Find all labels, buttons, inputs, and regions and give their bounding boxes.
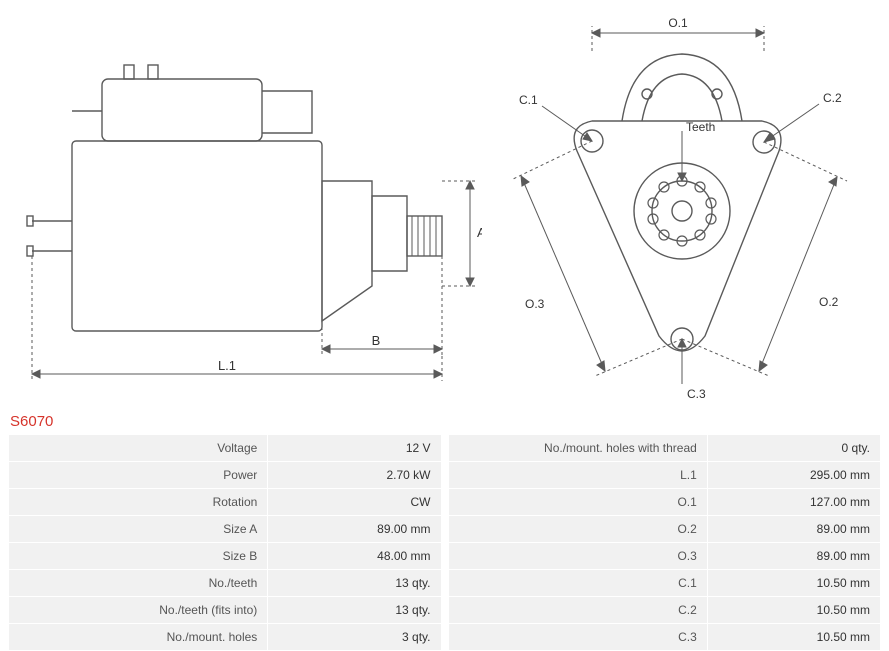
spec-key: Rotation — [9, 489, 267, 515]
dim-o3-label: O.3 — [525, 297, 545, 311]
spec-value: 12 V — [268, 435, 440, 461]
spec-value: 0 qty. — [708, 435, 880, 461]
table-row: O.1127.00 mm — [449, 489, 881, 515]
table-row: Size B48.00 mm — [9, 543, 441, 569]
spec-key: C.3 — [449, 624, 707, 650]
table-row: No./teeth13 qty. — [9, 570, 441, 596]
spec-key: Size B — [9, 543, 267, 569]
dim-o2-label: O.2 — [819, 295, 839, 309]
spec-value: 13 qty. — [268, 570, 440, 596]
front-svg: O.1 O.2 O.3 — [487, 6, 877, 406]
diagrams-row: A B L.1 — [0, 0, 889, 405]
spec-table-left: Voltage12 VPower2.70 kWRotationCWSize A8… — [8, 434, 442, 651]
table-row: No./teeth (fits into)13 qty. — [9, 597, 441, 623]
side-svg: A B L.1 — [12, 21, 482, 391]
spec-value: 89.00 mm — [708, 516, 880, 542]
spec-key: Voltage — [9, 435, 267, 461]
spec-key: O.2 — [449, 516, 707, 542]
dim-c3-label: C.3 — [687, 387, 706, 401]
spec-value: 89.00 mm — [268, 516, 440, 542]
spec-value: 2.70 kW — [268, 462, 440, 488]
diagram-side-view: A B L.1 — [12, 21, 482, 394]
spec-value: 10.50 mm — [708, 624, 880, 650]
spec-key: C.2 — [449, 597, 707, 623]
table-row: C.210.50 mm — [449, 597, 881, 623]
dim-o1-label: O.1 — [668, 16, 688, 30]
diagram-front-view: O.1 O.2 O.3 — [487, 6, 877, 409]
dim-a-label: A — [477, 225, 482, 240]
table-row: RotationCW — [9, 489, 441, 515]
dim-c1-label: C.1 — [519, 93, 538, 107]
spec-value: 13 qty. — [268, 597, 440, 623]
spec-table-right: No./mount. holes with thread0 qty.L.1295… — [448, 434, 882, 651]
spec-value: 89.00 mm — [708, 543, 880, 569]
table-row: No./mount. holes with thread0 qty. — [449, 435, 881, 461]
table-row: Power2.70 kW — [9, 462, 441, 488]
spec-tables: Voltage12 VPower2.70 kWRotationCWSize A8… — [0, 434, 889, 651]
spec-key: C.1 — [449, 570, 707, 596]
part-number: S6070 — [0, 405, 889, 434]
dim-l1-label: L.1 — [218, 358, 236, 373]
spec-key: O.3 — [449, 543, 707, 569]
spec-value: 127.00 mm — [708, 489, 880, 515]
table-row: Voltage12 V — [9, 435, 441, 461]
table-row: C.110.50 mm — [449, 570, 881, 596]
spec-key: O.1 — [449, 489, 707, 515]
dim-b-label: B — [372, 333, 381, 348]
spec-value: 10.50 mm — [708, 597, 880, 623]
spec-value: CW — [268, 489, 440, 515]
spec-key: No./mount. holes with thread — [449, 435, 707, 461]
spec-key: No./teeth — [9, 570, 267, 596]
spec-value: 10.50 mm — [708, 570, 880, 596]
spec-key: No./teeth (fits into) — [9, 597, 267, 623]
table-row: O.389.00 mm — [449, 543, 881, 569]
table-row: C.310.50 mm — [449, 624, 881, 650]
dim-c2-label: C.2 — [823, 91, 842, 105]
spec-value: 295.00 mm — [708, 462, 880, 488]
table-row: No./mount. holes3 qty. — [9, 624, 441, 650]
table-row: Size A89.00 mm — [9, 516, 441, 542]
teeth-label: Teeth — [686, 120, 715, 134]
spec-key: Power — [9, 462, 267, 488]
spec-key: Size A — [9, 516, 267, 542]
table-row: O.289.00 mm — [449, 516, 881, 542]
spec-key: L.1 — [449, 462, 707, 488]
table-row: L.1295.00 mm — [449, 462, 881, 488]
spec-value: 48.00 mm — [268, 543, 440, 569]
spec-value: 3 qty. — [268, 624, 440, 650]
spec-key: No./mount. holes — [9, 624, 267, 650]
